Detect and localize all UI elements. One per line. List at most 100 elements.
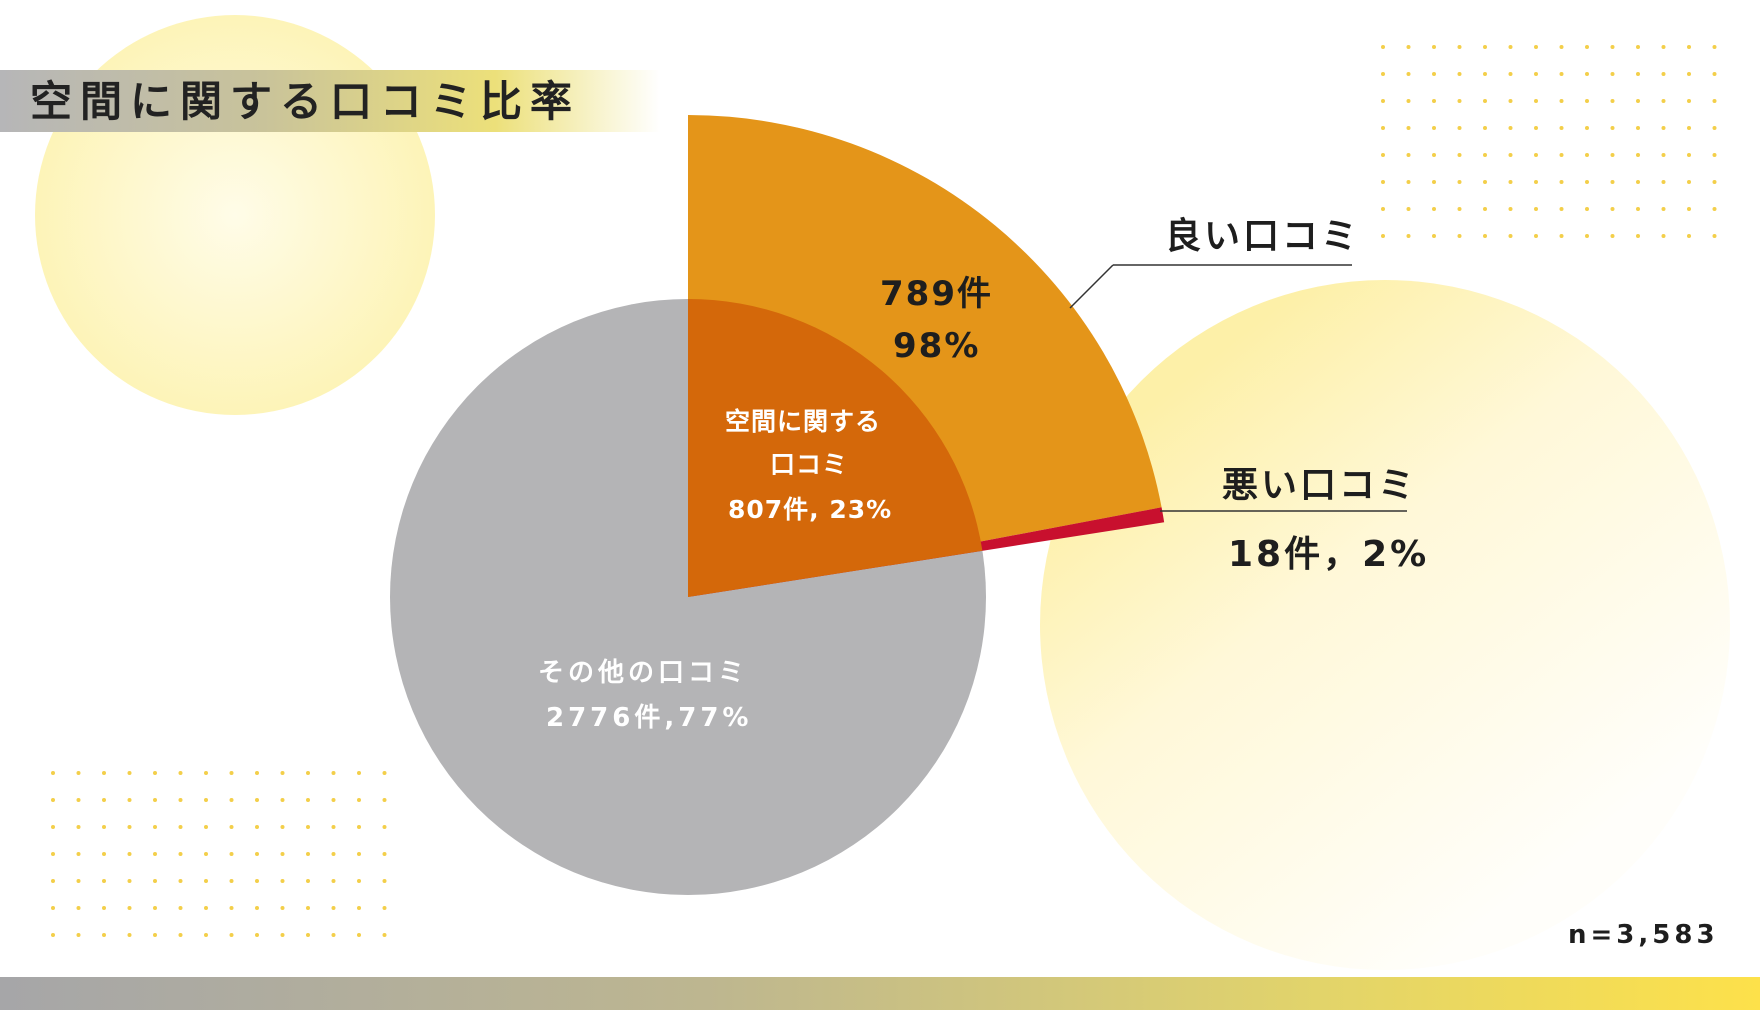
bottom-band	[0, 977, 1760, 1010]
decor-dot	[1636, 207, 1640, 211]
decor-dot	[280, 798, 285, 802]
decor-dot	[280, 933, 285, 937]
decor-dot	[204, 825, 208, 829]
decor-dot	[204, 933, 208, 937]
decor-dot	[1534, 180, 1538, 184]
decor-dot	[153, 852, 157, 856]
decor-dot	[1534, 72, 1538, 76]
decor-dot	[1483, 99, 1487, 103]
decor-dot	[1406, 72, 1411, 76]
decor-dot	[357, 771, 361, 775]
decor-dot	[1687, 234, 1691, 238]
decor-dot	[178, 852, 183, 856]
decor-dot	[1585, 45, 1589, 49]
decor-dot	[76, 879, 81, 883]
good-percent-label: 98%	[893, 326, 981, 366]
decor-dot	[1534, 153, 1538, 157]
decor-dot	[1483, 45, 1487, 49]
other-label-name: その他の口コミ	[538, 658, 749, 688]
decor-dot	[229, 825, 234, 829]
decor-dot	[306, 906, 310, 910]
decor-dot	[1483, 72, 1487, 76]
decor-dot	[127, 771, 132, 775]
decor-dot	[255, 879, 259, 883]
decor-dot	[1559, 180, 1564, 184]
decor-dot	[153, 798, 157, 802]
decor-dot	[1687, 45, 1691, 49]
decor-dot	[76, 852, 81, 856]
decor-dot	[357, 879, 361, 883]
decor-dot	[102, 879, 106, 883]
decor-dot	[331, 906, 336, 910]
decor-dot	[102, 906, 106, 910]
decor-dot	[1457, 207, 1462, 211]
decor-dot	[1610, 99, 1615, 103]
decor-dot	[331, 852, 336, 856]
decor-dot	[255, 825, 259, 829]
decor-dot	[1406, 126, 1411, 130]
decor-dot	[306, 825, 310, 829]
decor-dot	[127, 879, 132, 883]
decor-dot	[51, 852, 55, 856]
other-label-value: 2776件,77%	[546, 703, 753, 733]
decor-dot	[178, 879, 183, 883]
decor-dot	[1559, 207, 1564, 211]
decor-dot	[1483, 180, 1487, 184]
decor-dot	[1406, 99, 1411, 103]
decor-dot	[255, 771, 259, 775]
decor-dot	[153, 906, 157, 910]
decor-dot	[1636, 180, 1640, 184]
decor-dot	[1432, 180, 1436, 184]
decor-dot	[76, 771, 81, 775]
decor-dot	[1559, 45, 1564, 49]
decor-dot	[1610, 153, 1615, 157]
decor-dot	[280, 771, 285, 775]
decor-dot	[102, 933, 106, 937]
decor-dot	[1381, 180, 1385, 184]
decor-dot	[1610, 126, 1615, 130]
bad-value-label: 18件，2%	[1228, 534, 1430, 575]
decor-dot	[1381, 126, 1385, 130]
decor-dot	[1712, 234, 1717, 238]
title-band	[0, 70, 660, 132]
decor-dot	[255, 798, 259, 802]
decor-dot	[1534, 207, 1538, 211]
decor-dot	[1661, 72, 1666, 76]
decor-dot	[1508, 99, 1513, 103]
decor-dot	[102, 852, 106, 856]
decor-dot	[229, 771, 234, 775]
decor-dot	[1712, 126, 1717, 130]
space-label-value: 807件, 23%	[728, 495, 893, 524]
decor-dot	[1610, 234, 1615, 238]
decor-dot	[1687, 207, 1691, 211]
decor-dot	[229, 933, 234, 937]
decor-dot	[255, 933, 259, 937]
decor-dot	[1661, 153, 1666, 157]
decor-dot	[1534, 234, 1538, 238]
decor-dot	[102, 798, 106, 802]
decor-dot	[1661, 126, 1666, 130]
leader-line-good	[1069, 264, 1114, 309]
good-name-label: 良い口コミ	[1165, 216, 1361, 257]
decor-dot	[1636, 153, 1640, 157]
decor-dot	[1687, 153, 1691, 157]
decor-dot	[1381, 234, 1385, 238]
decor-dot	[357, 798, 361, 802]
decor-dot	[1687, 180, 1691, 184]
decor-dot	[1483, 207, 1487, 211]
decor-dot	[127, 798, 132, 802]
decor-dot	[1585, 180, 1589, 184]
decor-dot	[1559, 99, 1564, 103]
decor-dot	[1636, 45, 1640, 49]
decor-dot	[1712, 99, 1717, 103]
decor-dot	[1508, 153, 1513, 157]
decor-dot	[1457, 153, 1462, 157]
decor-dot	[1432, 99, 1436, 103]
decor-dot	[255, 852, 259, 856]
decor-dot	[1585, 99, 1589, 103]
decor-dot	[229, 798, 234, 802]
bad-name-label: 悪い口コミ	[1222, 465, 1418, 506]
decor-dot	[1585, 153, 1589, 157]
decor-dot	[1508, 126, 1513, 130]
